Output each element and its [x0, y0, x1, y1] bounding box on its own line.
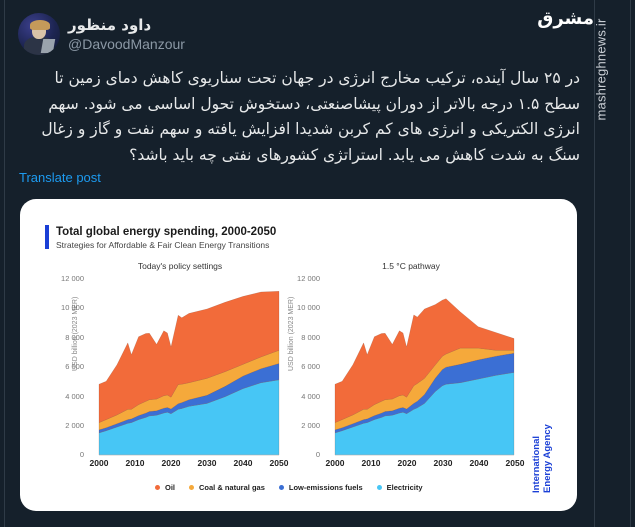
- ytick: 12 000: [61, 274, 84, 283]
- legend-dot-coal-gas-icon: [189, 485, 195, 490]
- chart-subtitle: Strategies for Affordable & Fair Clean E…: [56, 240, 270, 250]
- xtick: 2010: [361, 458, 381, 468]
- user-block: داود منظور @DavoodManzour: [68, 15, 185, 53]
- ytick: 10 000: [297, 303, 320, 312]
- ytick: 12 000: [297, 274, 320, 283]
- post-text: در ۲۵ سال آینده، ترکیب مخارج انرژی در جه…: [41, 69, 580, 164]
- legend-item-oil: Oil: [155, 483, 175, 492]
- legend-label: Coal & natural gas: [199, 483, 265, 492]
- source-agency-label: International Energy Agency: [531, 424, 553, 493]
- post-media-image[interactable]: Total global energy spending, 2000-2050 …: [20, 199, 577, 511]
- ytick: 6 000: [301, 362, 320, 371]
- title-accent-bar: [45, 225, 49, 249]
- area-chart-today: [98, 291, 280, 456]
- chart-legend: Oil Coal & natural gas Low-emissions fue…: [155, 483, 423, 492]
- xtick: 2040: [233, 458, 253, 468]
- xtick: 2050: [269, 458, 289, 468]
- legend-item-coal-gas: Coal & natural gas: [189, 483, 265, 492]
- area-chart-1-5c: [334, 298, 515, 456]
- avatar[interactable]: [18, 13, 60, 55]
- site-watermark-text: mashreghnews.ir: [593, 18, 609, 121]
- ytick: 10 000: [61, 303, 84, 312]
- panel-title-today: Today's policy settings: [137, 261, 223, 271]
- avatar-laptop: [40, 39, 56, 53]
- post-header: داود منظور @DavoodManzour: [18, 12, 185, 56]
- translate-post-link[interactable]: Translate post: [19, 170, 101, 185]
- agency-line-2: Energy Agency: [542, 424, 553, 493]
- xtick: 2000: [325, 458, 345, 468]
- ytick: 6 000: [65, 362, 84, 371]
- author-display-name[interactable]: داود منظور: [68, 16, 152, 34]
- author-handle[interactable]: @DavoodManzour: [68, 36, 185, 52]
- chart-title: Total global energy spending, 2000-2050: [56, 226, 277, 238]
- watermark-border: [630, 0, 631, 527]
- ytick: 0: [79, 450, 84, 459]
- timeline-border-right: [594, 0, 595, 527]
- ytick: 2 000: [301, 421, 320, 430]
- legend-label: Oil: [165, 483, 176, 492]
- legend-label: Low-emissions fuels: [288, 483, 363, 492]
- timeline-border-left: [4, 0, 5, 527]
- ytick: 8 000: [301, 333, 320, 342]
- area-series-coal-natural-gas: [334, 347, 515, 431]
- area-series-oil: [98, 291, 280, 423]
- legend-item-low-emissions: Low-emissions fuels: [278, 483, 363, 492]
- ytick: 4 000: [301, 392, 320, 401]
- brand-logo: مشرق: [537, 8, 594, 29]
- legend-dot-low-emissions-icon: [278, 485, 284, 490]
- site-watermark: mashreghnews.ir: [594, 12, 626, 142]
- agency-line-1: International: [531, 435, 542, 493]
- xtick: 2030: [433, 458, 453, 468]
- legend-dot-oil-icon: [155, 485, 160, 490]
- legend-label: Electricity: [386, 483, 423, 492]
- area-series-low-emissions-fuels: [98, 363, 280, 434]
- xtick: 2020: [397, 458, 417, 468]
- area-series-oil: [334, 298, 515, 423]
- ytick: 0: [315, 450, 320, 459]
- xtick: 2020: [161, 458, 181, 468]
- panel-title-1-5c: 1.5 °C pathway: [382, 261, 440, 271]
- legend-dot-electricity-icon: [376, 485, 382, 490]
- xtick: 2050: [505, 458, 525, 468]
- xtick: 2030: [197, 458, 217, 468]
- ytick: 8 000: [65, 333, 84, 342]
- xtick: 2000: [89, 458, 109, 468]
- xtick: 2010: [125, 458, 145, 468]
- legend-item-electricity: Electricity: [376, 483, 423, 492]
- ytick: 2 000: [65, 421, 84, 430]
- ytick: 4 000: [65, 392, 84, 401]
- avatar-hair: [30, 20, 50, 30]
- xtick: 2040: [469, 458, 489, 468]
